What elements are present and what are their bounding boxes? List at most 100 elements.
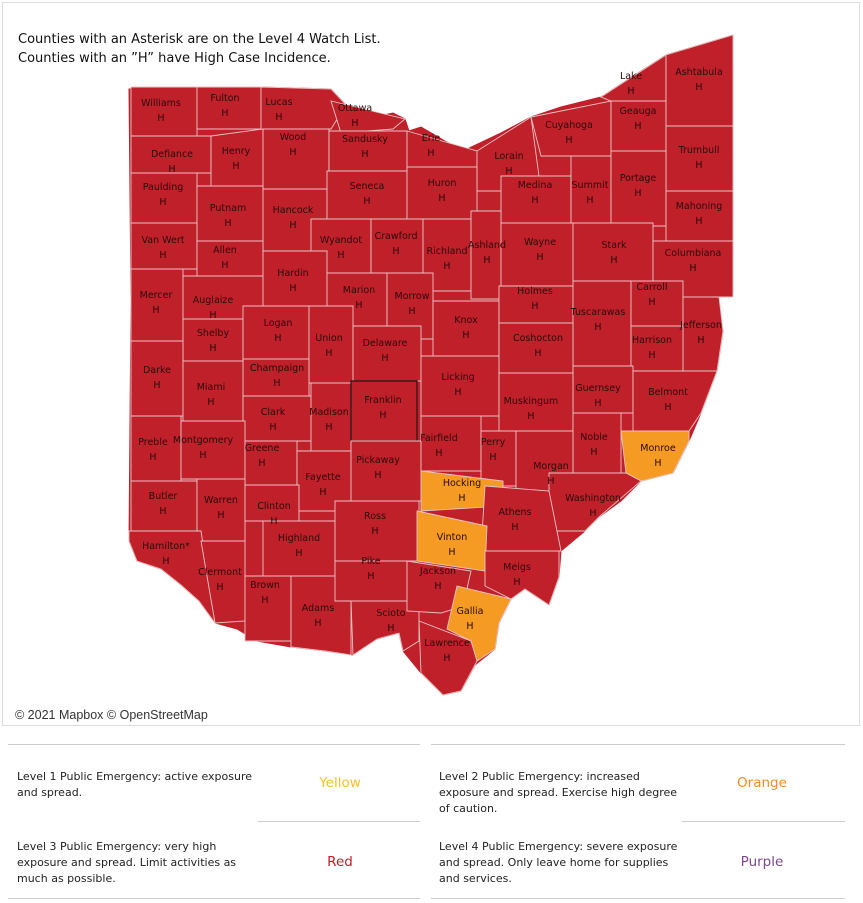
county-label: Marion [343,285,375,296]
county-seneca[interactable] [326,170,408,220]
high-incidence-mark: H [209,310,216,321]
county-clark[interactable] [242,395,312,442]
legend-level-4-description: Level 4 Public Emergency: severe exposur… [439,840,678,885]
high-incidence-mark: H [224,218,231,229]
county-label: Warren [204,495,238,506]
legend-divider [258,821,420,822]
high-incidence-mark: H [351,118,358,129]
county-montgomery[interactable] [180,420,246,480]
county-label: Fairfield [420,433,457,444]
high-incidence-mark: H [408,306,415,317]
county-label: Meigs [503,562,531,573]
county-gallia[interactable] [446,585,512,662]
high-incidence-mark: H [627,86,634,97]
counties-layer [128,34,734,696]
county-shelby[interactable] [182,318,244,362]
county-ottawa[interactable] [330,100,406,134]
high-incidence-mark: H [261,595,268,606]
county-label: Morrow [394,291,429,302]
high-incidence-mark: H [209,343,216,354]
county-label: Hamilton* [142,541,190,552]
county-stark[interactable] [572,222,654,282]
high-incidence-mark: H [319,487,326,498]
county-belmont[interactable] [632,370,718,432]
county-label: Richland [427,246,468,257]
high-incidence-mark: H [387,623,394,634]
county-label: Coshocton [513,333,563,344]
high-incidence-mark: H [232,161,239,172]
county-label: Champaign [250,363,304,374]
county-meigs[interactable] [484,550,560,606]
high-incidence-mark: H [149,452,156,463]
high-incidence-mark: H [466,621,473,632]
county-label: Tuscarawas [570,307,626,318]
county-label: Licking [441,372,474,383]
note-line-watch-list: Counties with an Asterisk are on the Lev… [18,32,381,47]
county-label: Highland [278,533,320,544]
high-incidence-mark: H [289,283,296,294]
county-label: Clark [261,407,286,418]
county-label: Medina [518,180,553,191]
county-label: Auglaize [193,295,234,306]
county-williams[interactable] [130,86,198,137]
county-jefferson[interactable] [682,296,724,372]
county-noble[interactable] [572,412,622,474]
county-darke[interactable] [130,340,184,417]
county-label: Butler [149,491,178,502]
county-label: Jackson [419,566,456,577]
county-label: Ottawa [338,103,372,114]
county-ashtabula[interactable] [665,34,734,127]
county-van-wert[interactable] [130,222,198,270]
county-label: Hardin [277,268,308,279]
high-incidence-mark: H [221,260,228,271]
high-incidence-mark: H [325,422,332,433]
county-label: Ross [364,511,386,522]
county-label: Monroe [640,443,676,454]
county-licking[interactable] [420,355,500,417]
high-incidence-mark: H [547,476,554,487]
county-tuscarawas[interactable] [572,280,632,367]
high-incidence-mark: H [273,378,280,389]
county-lawrence[interactable] [418,620,478,696]
county-harrison[interactable] [630,325,684,372]
map-attribution[interactable]: © 2021 Mapbox © OpenStreetMap [11,707,212,723]
legend-level-2-color: Orange [737,775,787,791]
map-panel[interactable]: Williams H Fulton H Lucas H Ottawa H Defiance H He… [2,2,860,726]
high-incidence-mark: H [634,188,641,199]
high-incidence-mark: H [374,470,381,481]
county-trumbull[interactable] [665,125,734,192]
county-label: Jefferson [679,320,722,331]
county-label: Adams [302,603,334,614]
county-label: Mercer [140,290,173,301]
county-label: Sandusky [342,134,388,145]
county-label: Guernsey [575,383,621,394]
county-label: Huron [428,178,457,189]
ohio-county-map[interactable]: Williams H Fulton H Lucas H Ottawa H Defiance H He… [3,3,859,725]
high-incidence-mark: H [483,255,490,266]
county-label: Harrison [632,335,672,346]
county-erie[interactable] [406,130,478,168]
county-henry[interactable] [210,128,264,187]
county-label: Defiance [151,149,193,160]
county-monroe[interactable] [620,430,690,482]
county-label: Perry [481,437,506,448]
high-incidence-mark: H [590,447,597,458]
high-incidence-mark: H [152,305,159,316]
high-incidence-mark: H [153,380,160,391]
high-incidence-mark: H [269,422,276,433]
legend-divider [431,744,845,745]
county-athens[interactable] [480,485,562,552]
high-incidence-mark: H [489,452,496,463]
high-incidence-mark: H [697,335,704,346]
high-incidence-mark: H [689,263,696,274]
county-union[interactable] [308,305,354,384]
county-pickaway[interactable] [350,440,422,502]
county-label: Portage [620,173,657,184]
high-incidence-mark: H [531,301,538,312]
county-label: Allen [213,245,237,256]
county-preble[interactable] [130,415,182,482]
county-label: Paulding [143,182,184,193]
county-label: Holmes [517,286,553,297]
county-label: Henry [222,146,251,157]
high-incidence-mark: H [565,135,572,146]
